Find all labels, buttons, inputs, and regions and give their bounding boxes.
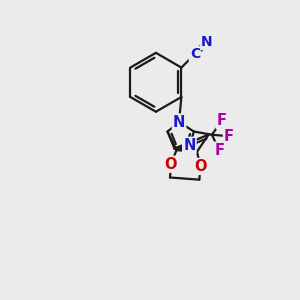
Text: O: O	[194, 159, 207, 174]
Text: F: F	[214, 143, 224, 158]
Text: N: N	[183, 138, 196, 153]
Text: C: C	[190, 47, 200, 61]
Text: F: F	[217, 113, 227, 128]
Text: N: N	[173, 115, 185, 130]
Text: N: N	[201, 35, 213, 49]
Text: F: F	[224, 129, 234, 144]
Text: O: O	[165, 157, 177, 172]
